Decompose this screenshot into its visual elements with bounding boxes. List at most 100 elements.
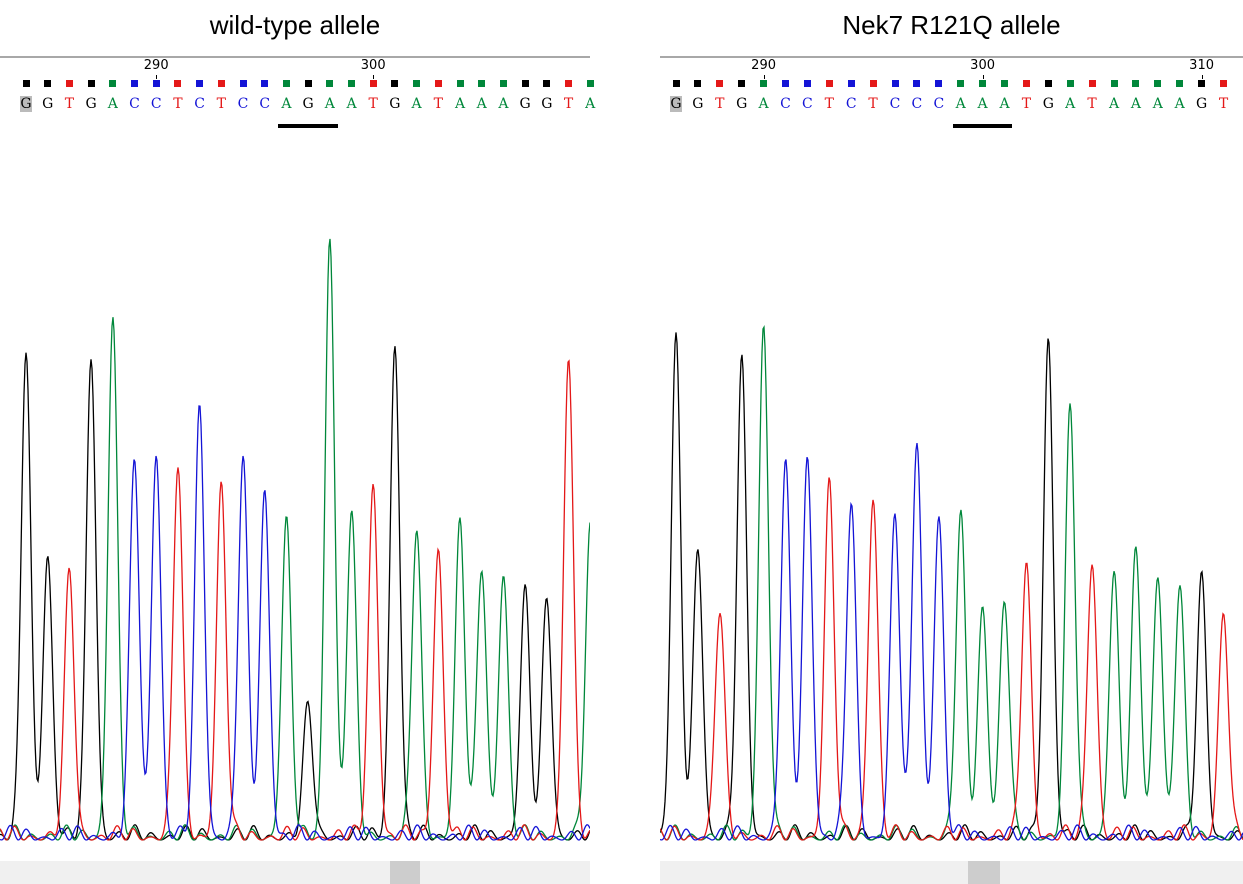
quality-box — [369, 80, 377, 87]
base-call: C — [845, 96, 857, 112]
quality-box — [326, 80, 334, 87]
base-call: T — [824, 96, 834, 112]
position-tick — [982, 75, 984, 79]
base-call: C — [780, 96, 791, 112]
base-call: T — [368, 96, 378, 112]
quality-box — [196, 80, 204, 87]
horizontal-scrollbar[interactable] — [660, 861, 1243, 884]
quality-box — [1154, 80, 1162, 87]
quality-box — [217, 80, 225, 87]
quality-box — [261, 80, 269, 87]
quality-box — [391, 80, 399, 87]
base-call: T — [1087, 96, 1097, 112]
trace-T — [0, 359, 590, 841]
base-call: G — [692, 96, 704, 112]
base-call: A — [1108, 96, 1120, 112]
quality-box — [87, 80, 95, 87]
panel-title: Nek7 R121Q allele — [842, 10, 1061, 40]
quality-box — [239, 80, 247, 87]
quality-box — [456, 80, 464, 87]
quality-box — [22, 80, 30, 87]
quality-box — [738, 80, 746, 87]
position-label: 310 — [1189, 58, 1215, 73]
quality-box — [44, 80, 52, 87]
base-call: A — [346, 96, 357, 112]
trace-A — [0, 238, 590, 841]
base-call: G — [670, 96, 682, 112]
horizontal-scrollbar[interactable] — [0, 861, 590, 884]
quality-box — [348, 80, 355, 87]
base-call: C — [129, 96, 140, 112]
quality-box — [565, 80, 572, 87]
quality-box — [803, 80, 811, 87]
base-call: A — [476, 96, 487, 112]
base-call: T — [715, 96, 725, 112]
codon-underline — [952, 124, 1013, 128]
base-call: G — [20, 96, 32, 112]
base-call: C — [150, 96, 162, 112]
top-border — [660, 56, 1243, 58]
base-call: T — [64, 96, 75, 112]
base-call: A — [977, 96, 988, 112]
base-call: A — [1065, 96, 1076, 112]
base-call: G — [736, 96, 748, 112]
quality-box — [1088, 80, 1096, 87]
base-call: G — [302, 96, 314, 112]
quality-box — [891, 80, 899, 87]
scrollbar-thumb[interactable] — [390, 861, 420, 884]
quality-box — [478, 80, 486, 87]
quality-box — [716, 80, 724, 87]
quality-box — [847, 80, 855, 87]
base-call: C — [933, 96, 945, 112]
base-call: T — [216, 96, 226, 112]
base-call: C — [802, 96, 813, 112]
wild-type-panel: wild-type allele 290 300 G G T G A C C T C T C C A G A A T… — [0, 0, 595, 884]
base-call: T — [173, 96, 183, 112]
chromatogram — [0, 238, 590, 841]
quality-box — [1022, 80, 1030, 87]
quality-box — [1110, 80, 1118, 87]
base-call: C — [194, 96, 205, 112]
base-call: G — [1196, 96, 1208, 112]
base-call: G — [1042, 96, 1054, 112]
trace-G — [0, 346, 590, 841]
quality-box — [131, 80, 138, 87]
scrollbar-thumb[interactable] — [968, 861, 1000, 884]
base-call: A — [411, 96, 422, 112]
position-label: 300 — [970, 58, 996, 73]
base-call: A — [1174, 96, 1185, 112]
quality-box — [1066, 80, 1074, 87]
quality-box — [1176, 80, 1184, 87]
panel-title: wild-type allele — [209, 10, 381, 40]
quality-box — [913, 80, 921, 87]
quality-box — [304, 80, 312, 87]
base-call: G — [42, 96, 54, 112]
position-label: 290 — [143, 58, 169, 73]
base-call: G — [541, 96, 553, 112]
quality-box — [543, 80, 551, 87]
mutant-panel: Nek7 R121Q allele 290 300 310 G G T G A C C T C T C C C… — [660, 0, 1243, 884]
quality-box — [979, 80, 987, 87]
base-call: A — [107, 96, 118, 112]
base-call: A — [585, 96, 596, 112]
base-call: A — [999, 96, 1010, 112]
quality-box — [413, 80, 421, 87]
base-call: A — [498, 96, 509, 112]
position-tick — [763, 75, 765, 79]
quality-box — [1132, 80, 1140, 87]
quality-box — [760, 80, 768, 87]
trace-C — [660, 443, 1243, 841]
quality-box — [65, 80, 73, 87]
base-call: A — [1130, 96, 1141, 112]
quality-box — [1220, 80, 1227, 87]
base-call: A — [955, 96, 966, 112]
quality-box — [869, 80, 877, 87]
base-call: T — [1021, 96, 1032, 112]
codon-underline — [278, 124, 338, 128]
base-call: A — [454, 96, 466, 112]
position-label: 300 — [360, 58, 386, 73]
quality-box — [1198, 80, 1206, 87]
quality-box — [694, 80, 702, 87]
base-call: G — [519, 96, 531, 112]
trace-C — [0, 405, 590, 841]
